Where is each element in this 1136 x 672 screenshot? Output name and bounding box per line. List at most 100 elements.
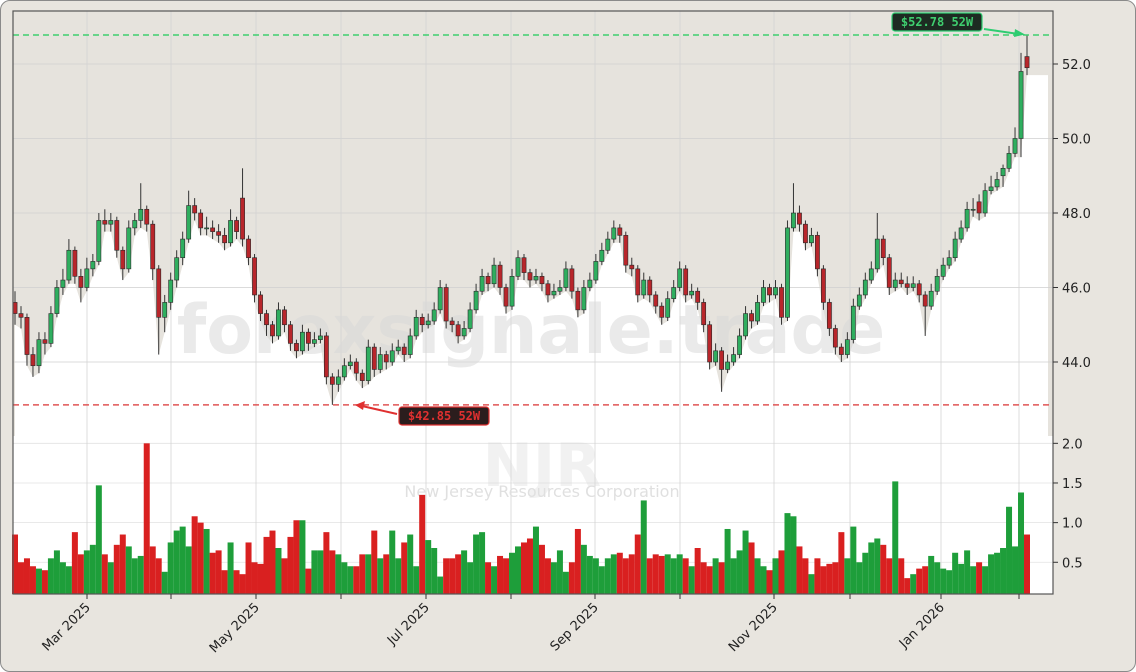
volume-bar: [53, 550, 60, 594]
volume-bar: [922, 566, 929, 594]
candle: [419, 313, 425, 333]
candle: [527, 268, 533, 288]
candle-body: [186, 205, 192, 240]
candle-body: [294, 343, 299, 352]
candle: [96, 213, 102, 266]
volume-bar: [688, 566, 695, 594]
volume-bar: [191, 516, 198, 594]
volume-bar: [359, 554, 366, 594]
candle: [78, 268, 84, 303]
candle: [156, 265, 162, 355]
candle-body: [527, 272, 533, 281]
candle: [437, 280, 443, 314]
candle-body: [198, 212, 204, 229]
candle-body: [234, 220, 239, 232]
candle: [791, 183, 796, 232]
volume-bar: [107, 562, 114, 594]
candle: [84, 257, 90, 292]
candle: [138, 183, 144, 228]
volume-bar: [946, 570, 953, 594]
candle-body: [467, 309, 473, 329]
candle-body: [838, 346, 844, 355]
volume-bar: [311, 550, 318, 594]
volume-bar: [203, 528, 210, 594]
candle: [928, 283, 934, 310]
volume-bar: [958, 563, 965, 594]
candle-body: [988, 186, 994, 191]
candle: [497, 261, 503, 295]
candle-body: [928, 290, 934, 307]
candle: [521, 253, 527, 281]
candle: [803, 220, 808, 251]
candle: [743, 306, 748, 340]
candle-body: [874, 238, 880, 270]
candle-body: [940, 264, 946, 277]
volume-bar: [820, 566, 827, 594]
volume-bar: [538, 544, 545, 594]
candle: [569, 265, 575, 299]
candle-body: [683, 268, 689, 296]
company-watermark: New Jersey Resources Corporation: [404, 482, 679, 501]
volume-bar: [215, 550, 222, 594]
candle: [270, 321, 275, 344]
volume-bar: [604, 558, 611, 594]
candle: [755, 294, 760, 325]
candle-body: [485, 276, 491, 285]
volume-bar: [119, 534, 126, 594]
candle-body: [629, 264, 635, 270]
volume-bar: [652, 554, 659, 594]
volume-bar: [155, 558, 162, 594]
volume-bar: [784, 513, 791, 594]
candle-body: [1012, 138, 1018, 154]
candle-body: [359, 372, 365, 381]
volume-bar: [467, 562, 474, 594]
volume-bar: [826, 563, 833, 594]
candle: [826, 298, 832, 336]
volume-bar: [395, 558, 402, 594]
volume-bar: [550, 562, 557, 594]
candle-body: [455, 324, 461, 337]
candle-body: [856, 294, 862, 307]
volume-bar: [65, 566, 72, 594]
candle-body: [826, 302, 832, 329]
volume-bar: [712, 558, 719, 594]
date-tick-label: May 2025: [207, 600, 263, 656]
volume-bar: [431, 548, 438, 594]
date-tick-label: Sep 2025: [548, 600, 602, 654]
candle-body: [353, 361, 359, 374]
candle-body: [42, 339, 48, 344]
volume-bar: [353, 566, 360, 594]
candle-body: [725, 361, 730, 370]
candle: [767, 283, 772, 303]
candle: [587, 272, 593, 292]
candle-body: [886, 257, 892, 288]
volume-bar: [598, 566, 605, 594]
volume-bar: [862, 552, 869, 594]
candle: [395, 339, 401, 355]
candle: [1006, 145, 1012, 173]
candle-body: [18, 313, 24, 318]
candle-body: [767, 287, 772, 296]
candle-body: [168, 279, 174, 303]
candle-body: [737, 335, 742, 355]
candle: [880, 235, 886, 266]
volume-bar: [59, 562, 66, 594]
volume-bar: [610, 554, 617, 594]
volume-bar: [766, 570, 773, 594]
candle-body: [916, 283, 922, 296]
volume-bar: [1012, 546, 1019, 594]
candle: [635, 265, 641, 303]
candle-body: [659, 305, 665, 318]
candle: [970, 198, 976, 217]
candle-body: [713, 350, 719, 363]
candle-body: [323, 335, 329, 378]
candle: [557, 280, 563, 295]
volume-bar: [682, 558, 689, 594]
volume-bar: [910, 574, 917, 594]
candle-body: [491, 264, 497, 285]
candle-body: [78, 276, 84, 288]
volume-bar: [568, 562, 575, 594]
candle-body: [288, 324, 293, 344]
candle-body: [779, 287, 784, 318]
candle-body: [228, 220, 233, 244]
